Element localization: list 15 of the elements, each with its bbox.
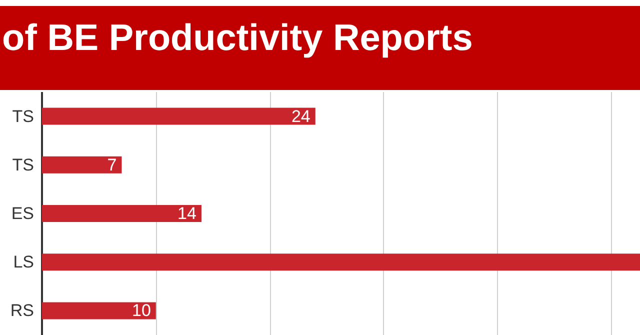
bar [42,156,122,174]
chart-title: of BE Productivity Reports [0,6,640,90]
bar [42,108,316,125]
y-tick-label: TS [12,106,34,126]
y-tick-label: LS [13,252,34,272]
y-tick-label: ES [11,204,34,223]
y-tick-label: TS [12,155,34,174]
data-label: 7 [107,155,117,174]
data-label: 24 [291,106,310,126]
bar [42,302,156,320]
y-tick-label: RS [10,301,34,320]
data-label: 10 [132,301,151,320]
data-label: 14 [178,204,196,223]
bar [42,205,202,222]
bar [42,254,640,271]
